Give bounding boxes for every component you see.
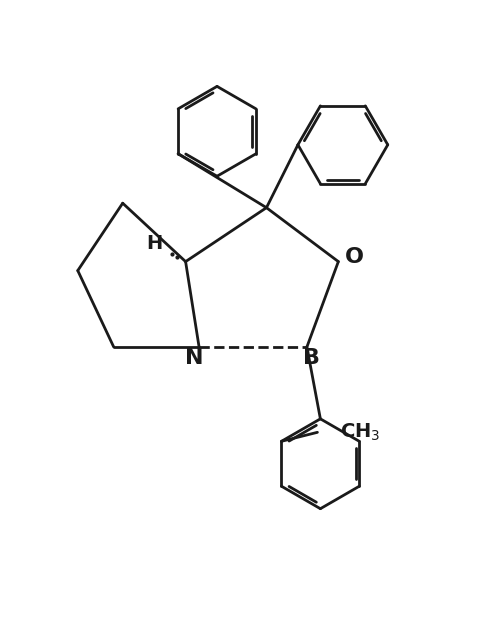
Text: H: H (146, 234, 163, 253)
Text: CH$_3$: CH$_3$ (340, 422, 380, 443)
Text: B: B (303, 348, 320, 368)
Text: N: N (185, 348, 204, 368)
Text: O: O (345, 247, 364, 267)
